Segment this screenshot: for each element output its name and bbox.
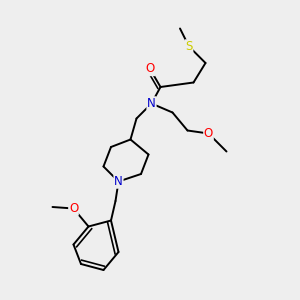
Text: N: N	[147, 97, 156, 110]
Text: O: O	[69, 202, 78, 215]
Text: S: S	[185, 40, 193, 53]
Text: O: O	[204, 127, 213, 140]
Text: O: O	[146, 62, 154, 76]
Text: N: N	[114, 175, 123, 188]
